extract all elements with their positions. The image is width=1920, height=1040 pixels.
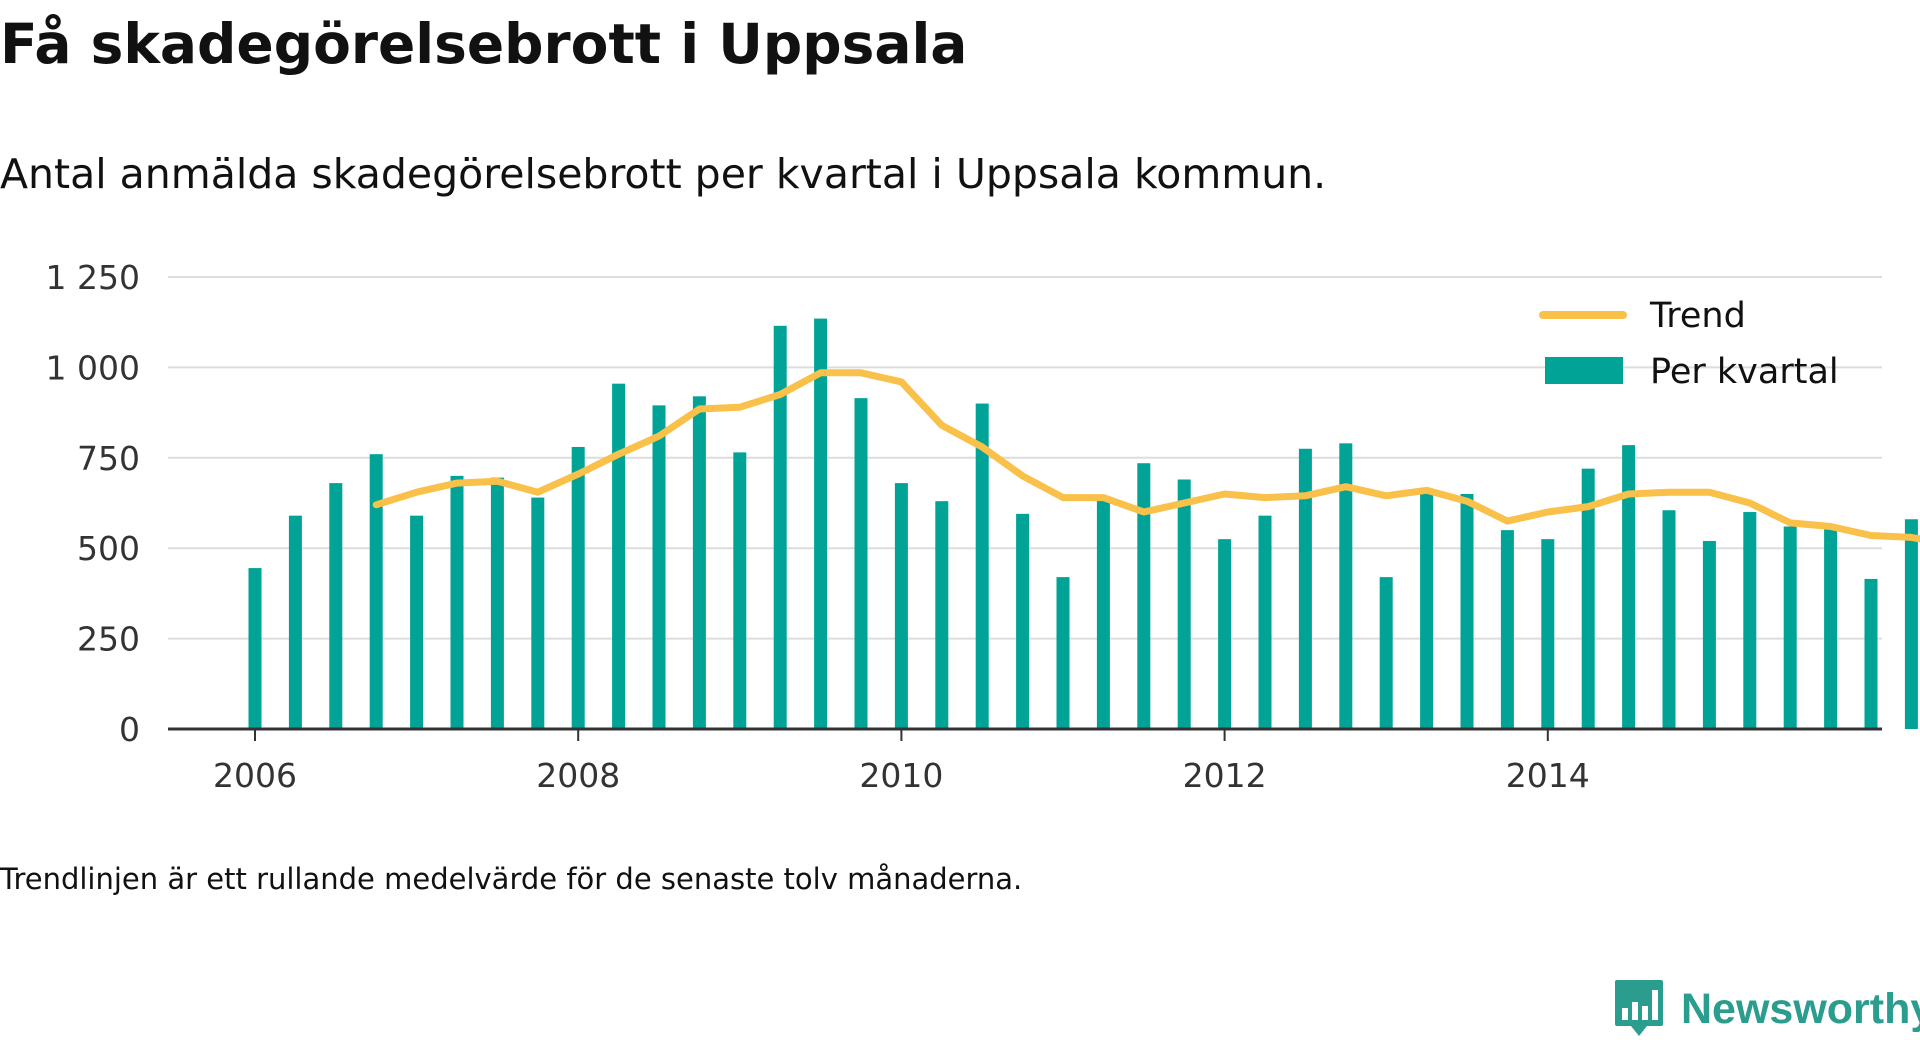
bar [1541,539,1555,729]
bar [1298,448,1312,729]
bar [1702,540,1716,729]
bar [288,515,302,729]
bar [733,452,747,729]
bar [1056,577,1070,729]
bar [410,515,424,729]
bar [369,454,383,729]
bar [854,398,868,729]
bar [1137,463,1151,729]
bar [612,383,626,729]
bar [490,477,504,729]
bar [1500,530,1514,729]
bar [1662,510,1676,729]
bar [329,483,343,729]
y-tick-label: 1 000 [46,348,140,387]
bar [1783,526,1797,729]
bar [248,568,262,729]
trend-line [372,369,1920,543]
bar [1904,519,1918,729]
x-tick-label: 2006 [213,756,297,795]
y-tick-label: 500 [77,529,140,568]
y-tick-label: 1 250 [46,258,140,297]
chart-subtitle: Antal anmälda skadegörelsebrott per kvar… [0,150,1327,198]
trend-line-group [372,369,1920,543]
bar [1177,479,1191,729]
bars-per-kvartal [248,318,1918,729]
newsworthy-icon [1615,980,1663,1036]
legend-bars-label: Per kvartal [1650,352,1839,392]
brand-logo[interactable]: Newsworthy [1613,978,1920,1040]
bar [571,446,585,729]
bar [692,396,706,729]
x-tick-label: 2012 [1183,756,1267,795]
bar [1258,515,1272,729]
bar [1864,578,1878,729]
legend-trend-label: Trend [1649,296,1746,336]
bar [1096,499,1110,729]
y-tick-label: 250 [77,620,140,659]
chart-title: Få skadegörelsebrott i Uppsala [0,12,968,76]
bar-line-chart: 0 250 500 750 1 000 1 250 2006 2008 2010 2012 2014… [46,258,1920,795]
x-tick-label: 2010 [859,756,943,795]
bar [1622,445,1636,729]
bar [1218,539,1232,729]
x-tick-label: 2014 [1506,756,1590,795]
y-tick-label: 750 [77,439,140,478]
bar [894,483,908,729]
axes: 0 250 500 750 1 000 1 250 2006 2008 2010 2012 2014… [46,258,1882,795]
bar [531,497,545,729]
bar [1339,443,1353,729]
bar [450,475,464,729]
legend: Trend Per kvartal [1539,296,1839,392]
bar [1460,493,1474,729]
bar [1743,512,1757,729]
legend-bars-swatch [1545,357,1623,384]
bar [773,325,787,729]
bar [652,405,666,729]
bar [1420,488,1434,729]
bar [1581,468,1595,729]
bar [1016,513,1030,729]
bar [975,403,989,729]
bar [814,318,828,729]
bar [1824,528,1838,729]
footnote: Trendlinjen är ett rullande medelvärde f… [0,862,1023,896]
brand-name: Newsworthy [1681,984,1920,1033]
y-tick-label: 0 [119,710,140,749]
bar [1379,577,1393,729]
x-tick-label: 2008 [536,756,620,795]
bar [935,501,949,729]
